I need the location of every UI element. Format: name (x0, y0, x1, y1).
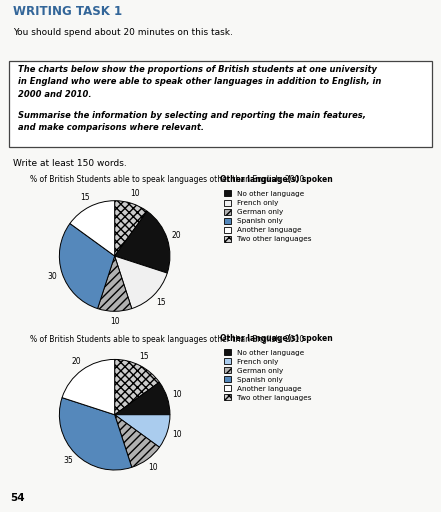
Text: 20: 20 (172, 231, 182, 240)
Text: You should spend about 20 minutes on this task.: You should spend about 20 minutes on thi… (13, 28, 233, 37)
FancyBboxPatch shape (9, 61, 432, 147)
Wedge shape (60, 224, 115, 309)
Text: % of British Students able to speak languages other than English, 2000: % of British Students able to speak lang… (30, 175, 305, 184)
Wedge shape (115, 256, 167, 309)
Legend: No other language, French only, German only, Spanish only, Another language, Two: No other language, French only, German o… (224, 190, 312, 242)
Text: 35: 35 (64, 456, 73, 465)
Text: 20: 20 (71, 357, 81, 367)
Text: 15: 15 (139, 352, 149, 361)
Text: The charts below show the proportions of British students at one university
in E: The charts below show the proportions of… (18, 65, 381, 98)
Wedge shape (70, 201, 115, 256)
Wedge shape (60, 398, 132, 470)
Wedge shape (97, 256, 132, 311)
Text: 54: 54 (10, 493, 25, 503)
Text: 10: 10 (110, 317, 120, 326)
Wedge shape (115, 211, 170, 273)
Text: Summarise the information by selecting and reporting the main features,
and make: Summarise the information by selecting a… (18, 111, 366, 132)
Text: 10: 10 (148, 463, 158, 472)
Text: 15: 15 (156, 297, 166, 307)
Text: 30: 30 (48, 272, 57, 281)
Wedge shape (62, 359, 115, 415)
Wedge shape (115, 359, 159, 415)
Wedge shape (115, 415, 159, 467)
Text: 15: 15 (80, 194, 90, 202)
Wedge shape (115, 201, 147, 256)
Text: WRITING TASK 1: WRITING TASK 1 (13, 5, 122, 17)
Text: 10: 10 (172, 390, 182, 399)
Text: Other language(s) spoken: Other language(s) spoken (220, 334, 333, 343)
Wedge shape (115, 415, 170, 447)
Wedge shape (115, 382, 170, 415)
Text: Write at least 150 words.: Write at least 150 words. (13, 159, 127, 168)
Text: 10: 10 (172, 431, 182, 439)
Text: % of British Students able to speak languages other than English, 2010: % of British Students able to speak lang… (30, 335, 305, 344)
Text: Other language(s) spoken: Other language(s) spoken (220, 175, 333, 184)
Legend: No other language, French only, German only, Spanish only, Another language, Two: No other language, French only, German o… (224, 349, 312, 401)
Text: 10: 10 (130, 189, 140, 199)
